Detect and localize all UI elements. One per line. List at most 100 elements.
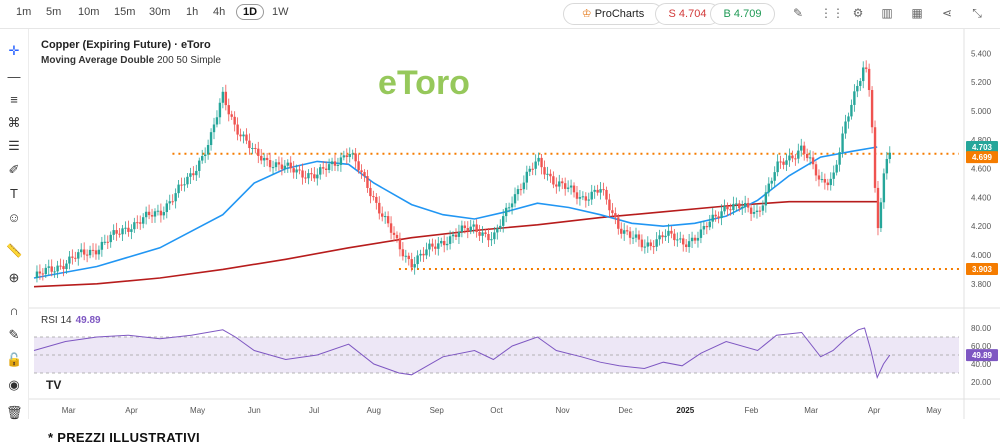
timeframe-30m[interactable]: 30m [149,6,171,18]
candle [65,259,68,274]
candle-body [761,205,765,211]
timeframe-5m[interactable]: 5m [46,6,62,18]
timeframe-1h[interactable]: 1h [186,6,199,18]
price-label: 4.699 [972,153,993,162]
candle-body [522,182,526,190]
candle-body [201,156,204,161]
candle [679,231,682,244]
candle-body [242,134,245,137]
candle [558,174,561,192]
candle [445,236,449,251]
candle-body [637,234,641,240]
candle-body [882,173,886,203]
candle [118,227,121,238]
horizontal-line-icon[interactable]: — [7,69,21,84]
candle [292,161,295,179]
candle-body [649,242,652,247]
candle [85,249,89,263]
candle-body [484,232,487,235]
candle-body [578,197,582,199]
candle [746,197,750,213]
procharts-button[interactable]: ♔ ProCharts [563,3,663,25]
candle-body [71,256,74,258]
candle-body [265,157,269,161]
candle [410,252,413,272]
calendar-icon[interactable]: ▦ [911,6,923,20]
candle [124,221,127,235]
rsi-legend: RSI 14 49.89 [41,315,101,326]
candle-body [767,183,770,193]
candle [201,149,204,164]
zoom-icon[interactable]: ⊕ [8,270,20,285]
candle [168,194,171,210]
parallel-lines-icon[interactable]: ≡ [10,92,18,107]
candle-body [121,228,124,235]
candle-body [451,234,455,237]
candle [242,131,245,144]
eye-icon[interactable]: ◉ [8,377,20,392]
text-icon[interactable]: T [10,186,18,201]
candle-body [608,199,611,211]
candle [499,219,502,232]
candle-body [667,230,670,236]
price-chart[interactable]: eToro 3.800 4.000 4.200 4.400 4.600 4.800 5.000… [29,29,1000,419]
candle [835,160,838,176]
collapse-icon[interactable]: ⤡ [972,6,982,20]
lock-draw-icon[interactable]: ✎ [8,327,20,342]
rsi-line [33,327,891,380]
candle [484,229,487,238]
candle [614,207,617,225]
candle-body [558,181,561,187]
indicators-icon[interactable]: ⋮⋮ [820,6,844,20]
pattern-icon[interactable]: ⌘ [7,115,21,130]
fib-icon[interactable]: ☰ [8,138,20,153]
timeframe-1W[interactable]: 1W [272,6,289,18]
timeframe-1D[interactable]: 1D [236,4,265,20]
candle-body [499,225,502,229]
magnet-icon[interactable]: ∩ [9,303,19,318]
candle [773,166,776,188]
candle-body [788,155,791,161]
timeframe-4h[interactable]: 4h [213,6,226,18]
timeframe-15m[interactable]: 15m [114,6,136,18]
settings-icon[interactable]: ⚙ [852,6,864,20]
candle [587,192,590,207]
timeframe-10m[interactable]: 10m [78,6,100,18]
trash-icon[interactable]: 🗑 [6,405,23,420]
buy-button[interactable]: B 4.709 [710,3,775,25]
price-tick-label: 5.400 [971,49,992,58]
candle-body [136,222,139,224]
candle-body [676,239,679,241]
candle [407,252,410,266]
brush-icon[interactable]: ✐ [8,162,20,177]
candle-body [743,202,747,207]
candle [203,147,207,164]
candle-body [165,203,168,213]
candle-body [260,155,263,161]
pencil-icon[interactable]: ✎ [792,6,804,20]
candle [310,167,313,181]
candle-body [785,160,788,165]
lock-icon[interactable]: 🔓 [6,352,23,367]
timeframe-1m[interactable]: 1m [16,6,32,18]
candle [693,234,697,244]
candle [147,204,151,220]
candle [260,149,263,165]
bar-chart-icon[interactable]: ▥ [881,6,893,20]
candle-body [463,225,467,229]
crosshair-icon[interactable]: ✛ [8,43,20,58]
ruler-icon[interactable]: 📏 [6,243,23,258]
candle [496,224,499,240]
emoji-icon[interactable]: ☺ [7,210,21,225]
candle-body [823,179,827,183]
candle [265,152,269,167]
candle [876,181,880,236]
candle-body [885,158,889,174]
candle [121,224,124,242]
share-icon[interactable]: ⋖ [941,6,953,20]
candle [628,227,632,245]
candle-body [575,192,579,199]
candle-body [360,170,363,173]
rsi-tick-label: 20.00 [971,378,992,387]
candle-body [277,162,281,165]
